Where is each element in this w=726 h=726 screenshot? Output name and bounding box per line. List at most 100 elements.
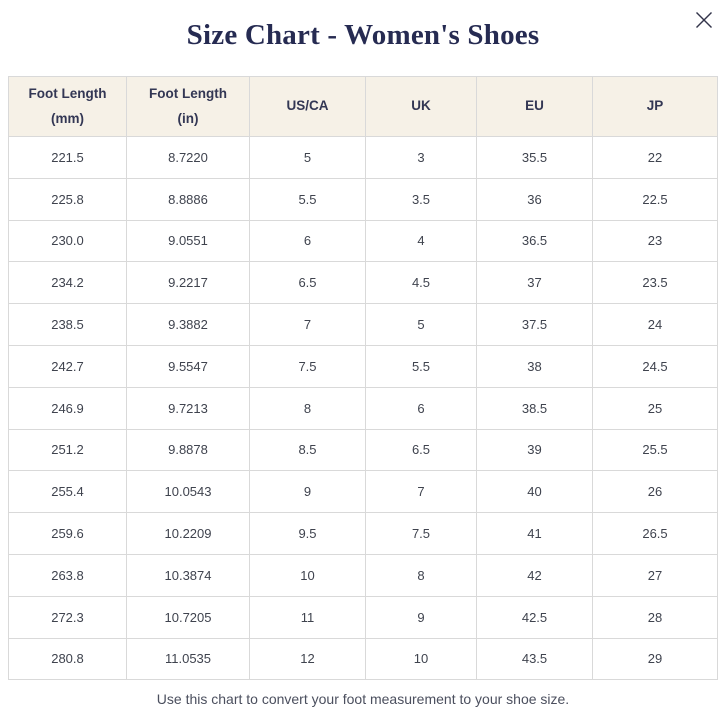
table-cell: 8.8886 bbox=[126, 177, 250, 221]
table-row: 263.8 10.3874 10 8 42 27 bbox=[8, 553, 718, 597]
column-header: UK bbox=[365, 76, 477, 137]
table-cell: 221.5 bbox=[8, 136, 127, 179]
table-cell: 10 bbox=[365, 637, 477, 681]
table-cell: 26.5 bbox=[592, 512, 718, 555]
table-header-row: Foot Length (mm) Foot Length (in) US/CA UK EU J… bbox=[8, 76, 718, 137]
table-row: 255.4 10.0543 9 7 40 26 bbox=[8, 470, 718, 514]
table-cell: 24 bbox=[592, 303, 718, 346]
table-cell: 23.5 bbox=[592, 261, 718, 305]
table-cell: 7.5 bbox=[249, 344, 366, 388]
table-cell: 251.2 bbox=[8, 428, 127, 472]
table-cell: 7.5 bbox=[365, 512, 477, 555]
table-cell: 4 bbox=[365, 219, 477, 263]
table-cell: 238.5 bbox=[8, 303, 127, 346]
table-cell: 255.4 bbox=[8, 470, 127, 514]
table-cell: 8 bbox=[249, 386, 366, 430]
close-button[interactable] bbox=[688, 4, 720, 36]
table-cell: 272.3 bbox=[8, 595, 127, 639]
table-cell: 6 bbox=[365, 386, 477, 430]
table-cell: 10.2209 bbox=[126, 512, 250, 555]
size-chart-table: Foot Length (mm) Foot Length (in) US/CA UK EU J… bbox=[8, 76, 718, 681]
table-cell: 9.0551 bbox=[126, 219, 250, 263]
table-cell: 27 bbox=[592, 553, 718, 597]
table-cell: 25.5 bbox=[592, 428, 718, 472]
table-row: 272.3 10.7205 11 9 42.5 28 bbox=[8, 595, 718, 639]
table-cell: 234.2 bbox=[8, 261, 127, 305]
table-cell: 3 bbox=[365, 136, 477, 179]
table-row: 221.5 8.7220 5 3 35.5 22 bbox=[8, 136, 718, 179]
page-title: Size Chart - Women's Shoes bbox=[186, 19, 540, 51]
table-row: 238.5 9.3882 7 5 37.5 24 bbox=[8, 303, 718, 346]
table-cell: 22 bbox=[592, 136, 718, 179]
table-cell: 8.7220 bbox=[126, 136, 250, 179]
table-cell: 9.7213 bbox=[126, 386, 250, 430]
table-cell: 28 bbox=[592, 595, 718, 639]
table-cell: 23 bbox=[592, 219, 718, 263]
table-cell: 242.7 bbox=[8, 344, 127, 388]
table-row: 280.8 11.0535 12 10 43.5 29 bbox=[8, 637, 718, 681]
table-cell: 9.5 bbox=[249, 512, 366, 555]
table-cell: 6.5 bbox=[249, 261, 366, 305]
table-cell: 29 bbox=[592, 637, 718, 681]
table-cell: 9.2217 bbox=[126, 261, 250, 305]
table-cell: 11.0535 bbox=[126, 637, 250, 681]
table-cell: 43.5 bbox=[476, 637, 593, 681]
table-row: 242.7 9.5547 7.5 5.5 38 24.5 bbox=[8, 344, 718, 388]
table-cell: 8 bbox=[365, 553, 477, 597]
table-cell: 280.8 bbox=[8, 637, 127, 681]
table-cell: 39 bbox=[476, 428, 593, 472]
table-cell: 26 bbox=[592, 470, 718, 514]
table-cell: 5.5 bbox=[365, 344, 477, 388]
table-cell: 9.5547 bbox=[126, 344, 250, 388]
table-cell: 12 bbox=[249, 637, 366, 681]
table-cell: 38.5 bbox=[476, 386, 593, 430]
column-header: Foot Length (in) bbox=[126, 76, 250, 137]
table-cell: 40 bbox=[476, 470, 593, 514]
table-cell: 4.5 bbox=[365, 261, 477, 305]
table-cell: 6.5 bbox=[365, 428, 477, 472]
table-cell: 7 bbox=[249, 303, 366, 346]
table-cell: 230.0 bbox=[8, 219, 127, 263]
column-header: EU bbox=[476, 76, 593, 137]
column-header: Foot Length (mm) bbox=[8, 76, 127, 137]
table-cell: 38 bbox=[476, 344, 593, 388]
column-header: JP bbox=[592, 76, 718, 137]
table-cell: 8.5 bbox=[249, 428, 366, 472]
table-cell: 25 bbox=[592, 386, 718, 430]
table-cell: 10.0543 bbox=[126, 470, 250, 514]
table-row: 251.2 9.8878 8.5 6.5 39 25.5 bbox=[8, 428, 718, 472]
table-cell: 7 bbox=[365, 470, 477, 514]
table-cell: 35.5 bbox=[476, 136, 593, 179]
table-cell: 22.5 bbox=[592, 177, 718, 221]
close-icon bbox=[696, 12, 712, 28]
table-cell: 24.5 bbox=[592, 344, 718, 388]
table-cell: 9 bbox=[365, 595, 477, 639]
table-row: 225.8 8.8886 5.5 3.5 36 22.5 bbox=[8, 177, 718, 221]
footer-note: Use this chart to convert your foot meas… bbox=[156, 691, 570, 708]
column-header: US/CA bbox=[249, 76, 366, 137]
table-cell: 10.3874 bbox=[126, 553, 250, 597]
table-cell: 5 bbox=[249, 136, 366, 179]
table-cell: 259.6 bbox=[8, 512, 127, 555]
table-cell: 225.8 bbox=[8, 177, 127, 221]
table-cell: 36 bbox=[476, 177, 593, 221]
table-cell: 37.5 bbox=[476, 303, 593, 346]
table-cell: 36.5 bbox=[476, 219, 593, 263]
table-row: 230.0 9.0551 6 4 36.5 23 bbox=[8, 219, 718, 263]
table-cell: 6 bbox=[249, 219, 366, 263]
table-cell: 42 bbox=[476, 553, 593, 597]
table-cell: 41 bbox=[476, 512, 593, 555]
table-cell: 10.7205 bbox=[126, 595, 250, 639]
table-cell: 11 bbox=[249, 595, 366, 639]
table-row: 246.9 9.7213 8 6 38.5 25 bbox=[8, 386, 718, 430]
table-cell: 37 bbox=[476, 261, 593, 305]
table-cell: 9.8878 bbox=[126, 428, 250, 472]
table-cell: 9.3882 bbox=[126, 303, 250, 346]
table-cell: 3.5 bbox=[365, 177, 477, 221]
table-row: 259.6 10.2209 9.5 7.5 41 26.5 bbox=[8, 512, 718, 555]
table-cell: 263.8 bbox=[8, 553, 127, 597]
table-cell: 5.5 bbox=[249, 177, 366, 221]
table-cell: 9 bbox=[249, 470, 366, 514]
table-cell: 10 bbox=[249, 553, 366, 597]
